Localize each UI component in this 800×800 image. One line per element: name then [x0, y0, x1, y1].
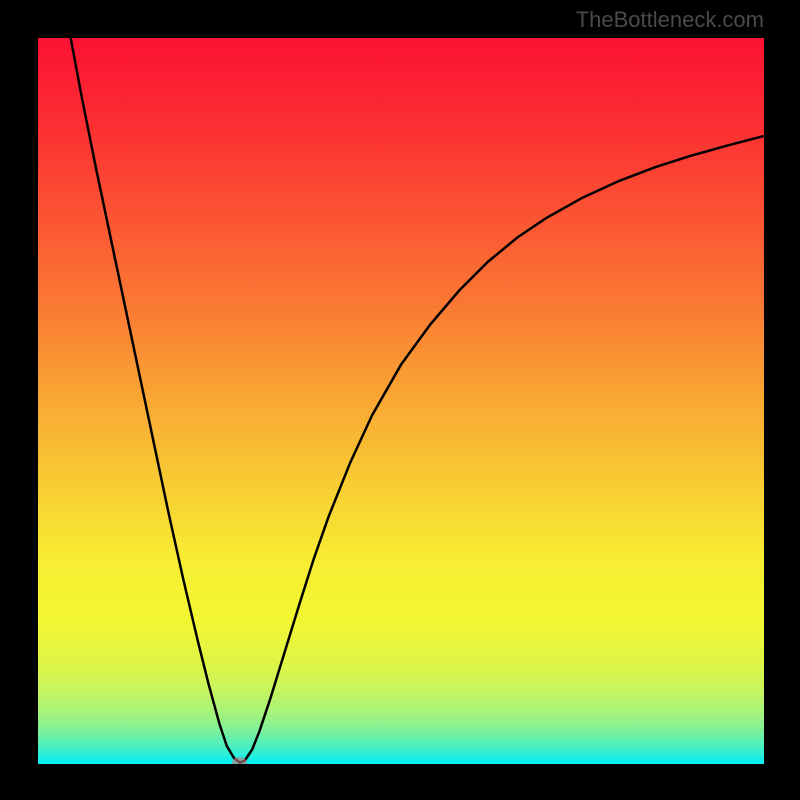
minimum-marker: [232, 757, 247, 764]
watermark-text: TheBottleneck.com: [576, 7, 764, 33]
plot-area: [38, 38, 764, 764]
chart-container: TheBottleneck.com: [0, 0, 800, 800]
bottleneck-curve: [71, 38, 764, 763]
curve-line: [38, 38, 764, 764]
